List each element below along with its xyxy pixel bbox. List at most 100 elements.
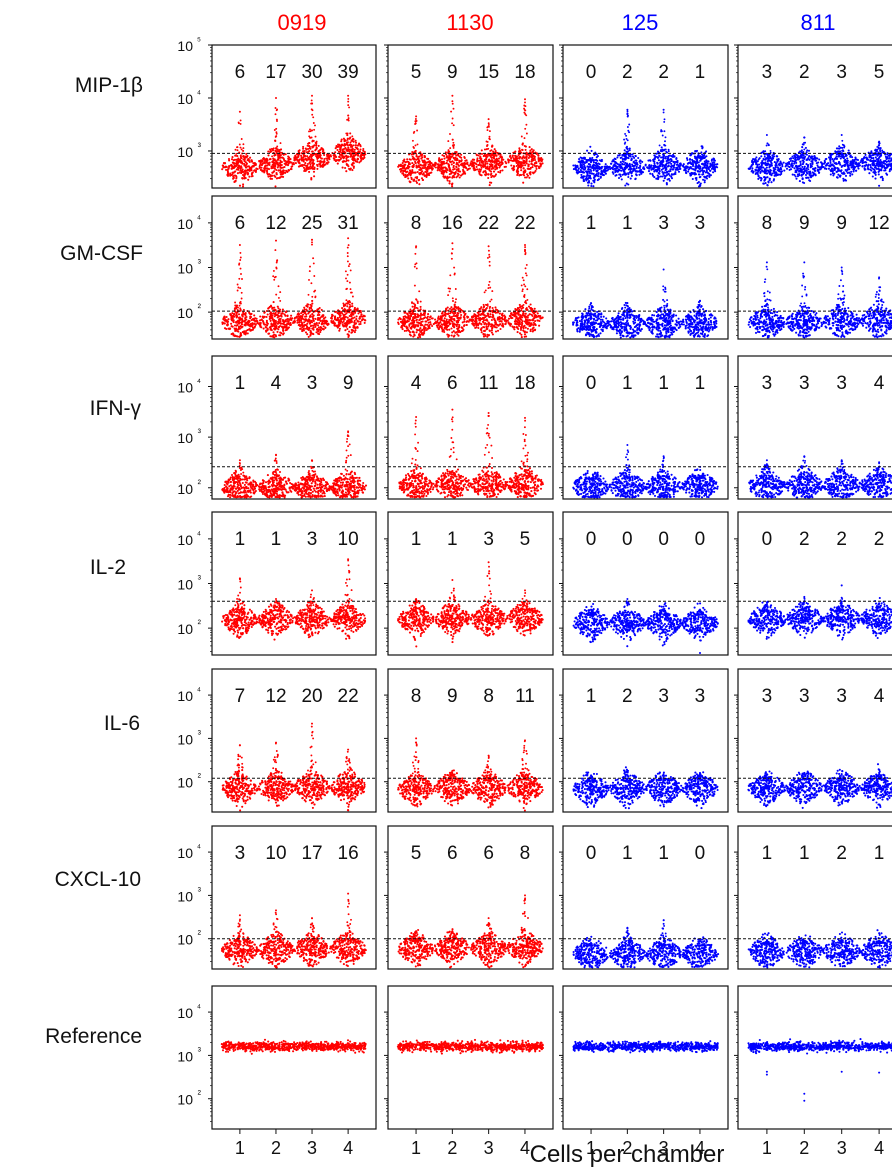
swarm-point [248,167,252,170]
swarm-point [504,160,507,163]
swarm-point [346,138,349,141]
swarm-point [275,314,278,317]
swarm-point [614,161,617,164]
swarm-point [314,152,317,156]
swarm-point [402,164,406,168]
swarm-point [242,330,246,333]
swarm-point [653,166,656,169]
swarm-point [407,177,410,180]
swarm-point [697,161,700,164]
swarm-point [234,301,237,304]
swarm-point [835,170,839,173]
swarm-point [279,166,282,169]
swarm-point [517,166,520,169]
swarm-point [808,172,811,176]
swarm-point [249,156,252,159]
swarm-point [846,168,849,171]
swarm-point [626,126,629,128]
swarm-point [649,172,652,175]
swarm-point [311,327,314,330]
swarm-point [279,159,282,162]
swarm-point [268,332,271,335]
swarm-point [829,173,832,176]
swarm-point [426,167,429,170]
swarm-point [300,159,304,162]
swarm-point [803,181,806,185]
swarm-point [527,156,530,160]
swarm-point [490,176,493,179]
swarm-point [230,317,233,321]
swarm-point [280,171,283,174]
swarm-point-max [311,94,313,97]
swarm-point [449,147,452,150]
swarm-point [525,158,528,161]
swarm-point [262,327,265,330]
swarm-point [458,159,461,163]
swarm-point [443,155,446,158]
swarm-point [238,304,241,307]
swarm-point [838,147,841,150]
swarm-point [356,144,359,147]
swarm-point [341,144,344,147]
swarm-point [308,319,311,322]
swarm-point [343,138,346,141]
swarm-point [243,158,246,161]
swarm-point [258,159,261,163]
swarm-point [449,161,452,164]
swarm-point [625,182,628,185]
swarm-point [243,177,246,180]
swarm-point [283,162,286,165]
swarm-point [414,149,417,152]
swarm-point [442,160,445,163]
swarm-point [493,161,496,164]
swarm-point [824,164,827,167]
swarm-point [864,161,867,164]
swarm-point [240,323,243,326]
swarm-point [625,146,628,149]
swarm-point [259,315,262,318]
swarm-point [349,167,352,170]
swarm-point [464,162,467,165]
swarm-point [230,333,233,336]
swarm-point [523,111,526,114]
swarm-point [615,166,618,169]
swarm-point [862,157,865,160]
swarm-point [610,162,613,165]
swarm-point [842,172,845,175]
swarm-point [648,167,651,170]
swarm-point [443,176,446,179]
swarm-point [698,176,701,179]
swarm-point [502,158,505,161]
swarm-point [619,161,622,164]
swarm-point [306,333,309,336]
swarm-point [250,175,253,178]
swarm-point [348,137,351,140]
swarm-point [304,164,307,167]
swarm-point [771,157,774,160]
swarm-point [317,150,320,153]
swarm-point [636,163,639,166]
swarm-point [799,160,802,163]
swarm-point [595,162,598,165]
swarm-point [664,136,667,139]
swarm-point [628,171,631,174]
swarm-point [354,144,357,147]
swarm-point [412,165,415,168]
swarm-point [809,179,812,183]
swarm-point [479,164,482,167]
swarm-point [279,142,282,145]
swarm-point [297,155,300,158]
swarm-point [284,171,287,174]
swarm-point [690,163,693,166]
swarm-point [279,317,282,320]
swarm-point [829,156,833,159]
swarm-point [362,147,365,151]
swarm-point [312,159,315,162]
swarm-point [281,156,284,159]
swarm-0-3-0 [747,134,787,187]
swarm-point [436,169,439,172]
swarm-point [874,171,877,174]
swarm-point [661,134,664,137]
swarm-point [806,149,809,152]
swarm-point [320,147,323,150]
